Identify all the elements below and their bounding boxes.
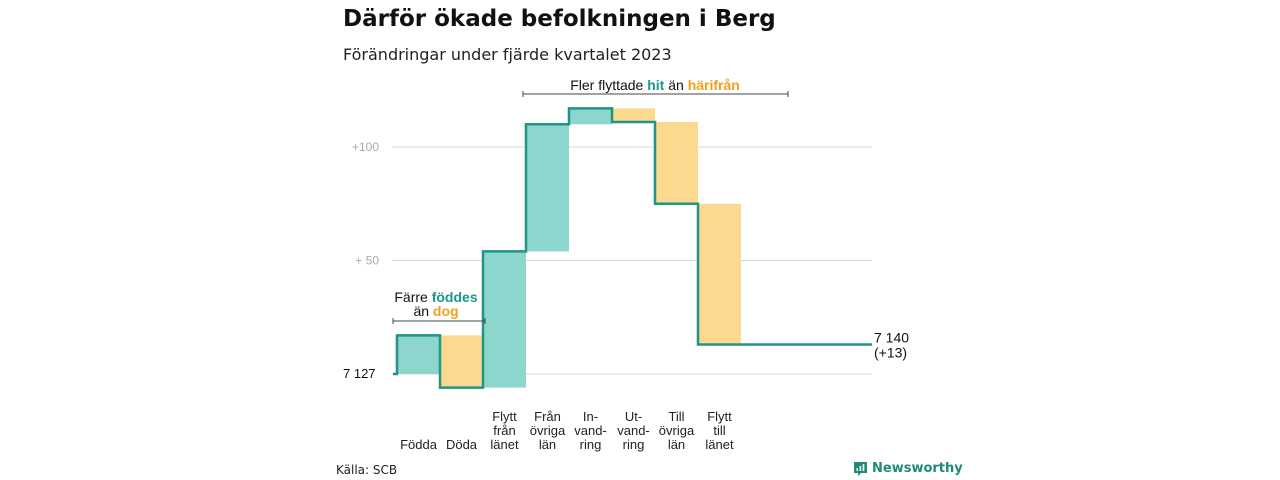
category-label: Flytt xyxy=(707,409,732,424)
category-label: län xyxy=(539,437,556,452)
end-value-label: 7 140 xyxy=(874,329,909,345)
category-label: länet xyxy=(490,437,519,452)
category-label: till xyxy=(713,423,725,438)
category-label: In- xyxy=(583,409,598,424)
category-label: län xyxy=(668,437,685,452)
category-label: ring xyxy=(580,437,602,452)
waterfall-bar xyxy=(612,108,655,123)
waterfall-bar xyxy=(483,251,526,388)
newsworthy-icon xyxy=(854,461,867,476)
category-label: länet xyxy=(705,437,734,452)
category-label: ring xyxy=(623,437,645,452)
annotation-births-line1: Färre föddes xyxy=(394,289,477,305)
category-label: övriga xyxy=(530,423,566,438)
category-label: Ut- xyxy=(625,409,642,424)
category-label: Flytt xyxy=(492,409,517,424)
category-label: övriga xyxy=(659,423,695,438)
y-tick-label: + 50 xyxy=(355,254,379,268)
end-change-label: (+13) xyxy=(874,344,907,360)
category-label: från xyxy=(493,423,515,438)
newsworthy-logo: Newsworthy xyxy=(854,461,963,476)
y-tick-label: +100 xyxy=(352,140,379,154)
waterfall-bar xyxy=(526,124,569,252)
category-label: Från xyxy=(534,409,561,424)
chart-title: Därför ökade befolkningen i Berg xyxy=(343,6,776,32)
waterfall-bar xyxy=(569,108,612,125)
annotation-births-line2: än dog xyxy=(413,303,458,319)
category-label: Till xyxy=(668,409,684,424)
source-note: Källa: SCB xyxy=(336,463,398,477)
waterfall-bar xyxy=(397,335,440,374)
category-label: Födda xyxy=(400,437,438,452)
brand-name: Newsworthy xyxy=(872,461,963,476)
annotation-moves: Fler flyttade hit än härifrån xyxy=(570,77,740,93)
category-label: vand- xyxy=(574,423,607,438)
category-label: Döda xyxy=(446,437,478,452)
category-label: vand- xyxy=(617,423,650,438)
running-total-line xyxy=(393,107,872,389)
waterfall-bar xyxy=(698,203,741,345)
start-value-label: 7 127 xyxy=(343,366,376,381)
chart-subtitle: Förändringar under fjärde kvartalet 2023 xyxy=(343,45,672,64)
waterfall-bar xyxy=(655,122,698,204)
waterfall-bar xyxy=(440,335,483,388)
